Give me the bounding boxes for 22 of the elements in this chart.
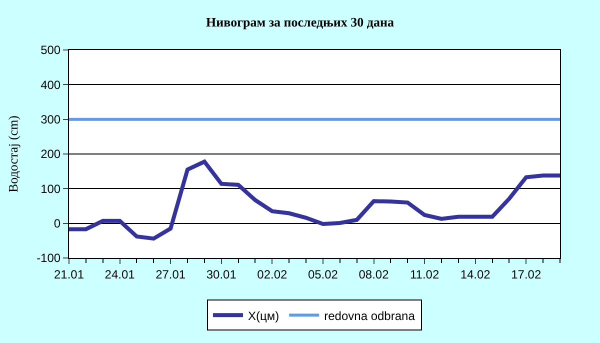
x-tick-label: 30.01: [206, 267, 237, 282]
y-axis-title: Водостај (cm): [6, 115, 21, 193]
y-tick-label: 200: [40, 147, 61, 162]
y-tick-label: 300: [40, 112, 61, 127]
line-series: [69, 160, 560, 241]
x-tick-label: 21.01: [54, 267, 84, 282]
y-tick-label: -100: [36, 251, 61, 266]
x-tick-label: 17.02: [511, 267, 542, 282]
x-tick-label: 24.01: [104, 267, 136, 282]
x-tick-label: 08.02: [358, 267, 390, 282]
y-tick-label: 500: [40, 43, 61, 58]
y-tick-label: 0: [54, 216, 61, 231]
y-tick-label: 400: [40, 78, 61, 92]
x-tick-label: 05.02: [308, 267, 338, 282]
legend-label: X(цм): [248, 308, 280, 323]
legend-label: redovna odbrana: [324, 308, 416, 323]
x-tick-label: 02.02: [257, 267, 288, 282]
x-tick-label: 14.02: [460, 267, 491, 282]
x-tick-label: 27.01: [156, 267, 186, 282]
y-tick-label: 100: [40, 182, 61, 196]
chart-title: Нивограм за последњих 30 дана: [206, 14, 394, 30]
x-tick-label: 11.02: [410, 267, 440, 282]
